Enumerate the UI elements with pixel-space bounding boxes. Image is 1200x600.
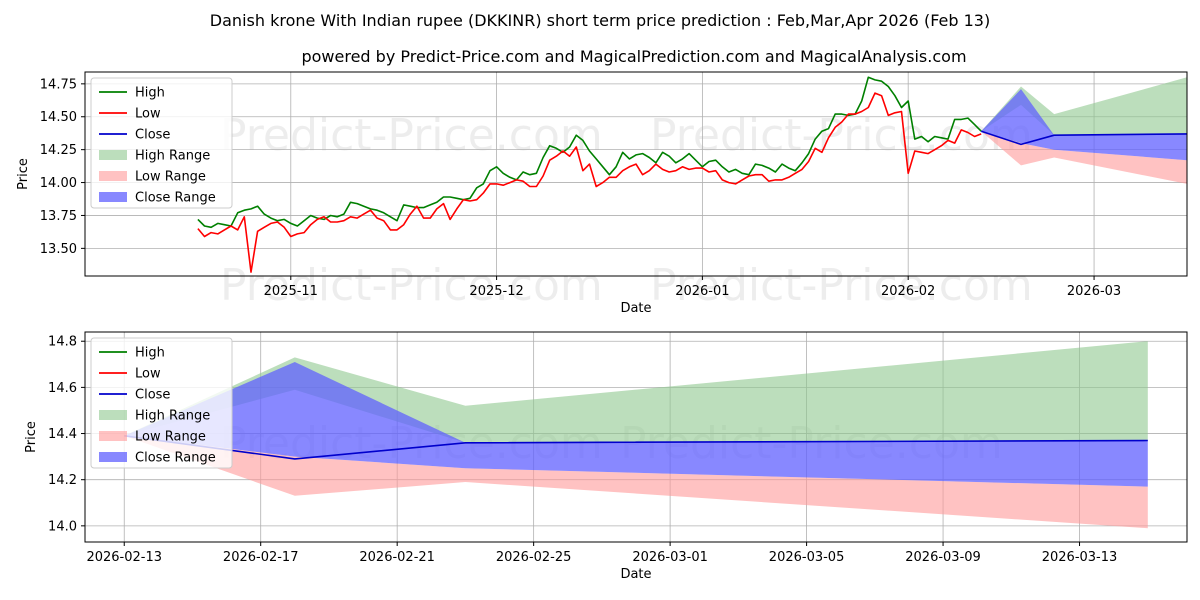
x-tick-label: 2025-12 xyxy=(469,284,523,299)
close-series-line xyxy=(980,130,1188,146)
legend-swatch xyxy=(99,171,127,181)
chart-subtitle: powered by Predict-Price.com and Magical… xyxy=(301,47,966,66)
legend-label: High Range xyxy=(135,409,210,424)
legend-label: High Range xyxy=(135,149,210,164)
legend-label: Low xyxy=(135,367,161,382)
y-axis-label: Price xyxy=(24,421,39,453)
legend-swatch xyxy=(99,452,127,462)
legend: High Low Close High Range Low Range Close Ran… xyxy=(90,77,233,209)
y-tick-label: 13.75 xyxy=(40,209,77,224)
y-tick-label: 14.75 xyxy=(40,77,77,92)
y-tick-label: 14.50 xyxy=(40,110,77,125)
x-tick-label: 2026-02 xyxy=(881,284,935,299)
close-range-band xyxy=(981,89,1187,161)
close-range-band xyxy=(124,362,1148,487)
x-tick-label: 2026-02-13 xyxy=(86,550,162,565)
y-tick-label: 14.8 xyxy=(48,335,77,350)
y-tick-label: 14.2 xyxy=(48,473,77,488)
y-tick-label: 14.00 xyxy=(40,176,77,191)
x-tick-label: 2026-03-05 xyxy=(769,550,845,565)
watermark-text: Predict-Price.com xyxy=(220,110,603,161)
bottom-panel: Predict-Price.comPredict-Price.com2026-0… xyxy=(24,331,1188,582)
watermark-text: Predict-Price.com xyxy=(650,260,1033,311)
x-tick-label: 2026-02-17 xyxy=(223,550,299,565)
x-tick-label: 2026-03 xyxy=(1067,284,1121,299)
x-tick-label: 2026-03-13 xyxy=(1042,550,1118,565)
legend-swatch xyxy=(99,192,127,202)
legend-label: Close xyxy=(135,128,170,143)
y-axis-label: Price xyxy=(16,158,31,190)
high-range-band xyxy=(124,341,1148,443)
y-tick-label: 14.4 xyxy=(48,427,77,442)
y-tick-label: 14.6 xyxy=(48,381,77,396)
low-range-band xyxy=(124,435,1148,529)
legend-label: Low Range xyxy=(135,170,206,185)
legend-swatch xyxy=(99,150,127,160)
legend-swatch xyxy=(99,431,127,441)
x-tick-label: 2026-02-21 xyxy=(359,550,435,565)
x-axis-label: Date xyxy=(620,301,651,316)
x-tick-label: 2026-03-01 xyxy=(632,550,708,565)
chart-title: Danish krone With Indian rupee (DKKINR) … xyxy=(210,11,990,30)
x-tick-label: 2026-03-09 xyxy=(905,550,981,565)
axes-frame xyxy=(84,71,1188,277)
legend: High Low Close High Range Low Range Close Ran… xyxy=(90,337,233,469)
high-series-line xyxy=(197,76,982,229)
axes-frame xyxy=(84,331,1188,543)
legend-label: Close xyxy=(135,388,170,403)
low-range-band xyxy=(981,131,1187,184)
y-tick-label: 14.0 xyxy=(48,519,77,534)
top-panel: Predict-Price.com Predict-Price.com Predic… xyxy=(16,71,1188,316)
y-tick-label: 14.25 xyxy=(40,143,77,158)
low-series-line xyxy=(197,92,982,273)
legend-swatch xyxy=(99,410,127,420)
high-range-band xyxy=(981,77,1187,136)
legend-label: Close Range xyxy=(135,451,216,466)
legend-label: Close Range xyxy=(135,191,216,206)
legend-label: Low Range xyxy=(135,430,206,445)
x-tick-label: 2026-02-25 xyxy=(496,550,572,565)
y-tick-label: 13.50 xyxy=(40,242,77,257)
x-tick-label: 2025-11 xyxy=(264,284,318,299)
legend-label: High xyxy=(135,86,165,101)
legend-label: Low xyxy=(135,107,161,122)
x-tick-label: 2026-01 xyxy=(675,284,729,299)
legend-label: High xyxy=(135,346,165,361)
x-axis-label: Date xyxy=(620,567,651,582)
watermark-text: Predict-Price.com xyxy=(220,260,603,311)
